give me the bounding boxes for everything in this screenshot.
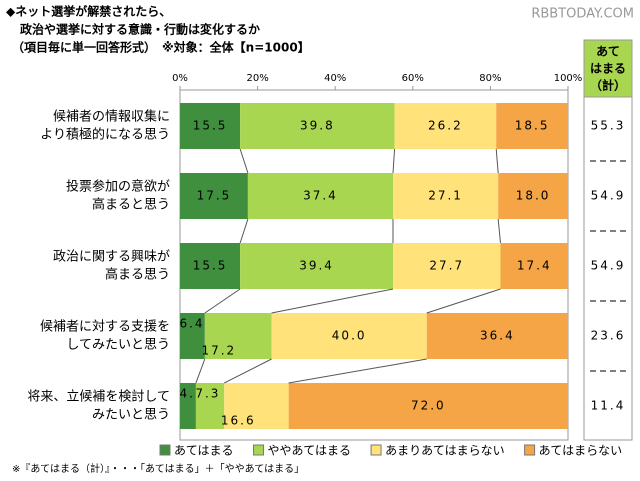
connector bbox=[497, 218, 501, 244]
data-label: 15.5 bbox=[193, 259, 228, 273]
data-label: 15.5 bbox=[193, 119, 228, 133]
data-label: 18.5 bbox=[515, 119, 550, 133]
y-tick-label: してみたいと思う bbox=[66, 338, 170, 353]
y-tick-label: 高まると思う bbox=[92, 197, 170, 213]
legend-swatch bbox=[253, 444, 265, 456]
legend-label: あてはまらない bbox=[539, 444, 623, 458]
legend-label: あてはまる bbox=[174, 444, 234, 458]
x-tick-label: 0% bbox=[172, 73, 188, 84]
bar-segment bbox=[247, 173, 394, 219]
data-label: 17.4 bbox=[517, 259, 552, 273]
connector bbox=[195, 358, 206, 384]
data-label: 72.0 bbox=[411, 399, 446, 413]
data-label: 6.4 bbox=[179, 317, 204, 331]
x-tick-label: 80% bbox=[479, 73, 501, 84]
y-tick-label: 候補者に対する支援を bbox=[40, 320, 170, 335]
bar-segment bbox=[426, 313, 568, 359]
chart-title: ◆ネット選挙が解禁されたら、 bbox=[6, 4, 171, 19]
footnote: ※『あてはまる（計）』・・・「あてはまる」＋「ややあてはまる」 bbox=[12, 462, 304, 475]
connector bbox=[224, 358, 272, 384]
data-label: 7.3 bbox=[195, 387, 220, 401]
data-label: 17.2 bbox=[201, 344, 236, 358]
y-tick-label: みたいと思う bbox=[92, 408, 170, 423]
connector bbox=[239, 218, 249, 244]
bar-segment bbox=[180, 243, 241, 289]
legend-label: あまりあてはまらない bbox=[385, 444, 505, 458]
bar-segment bbox=[394, 103, 497, 149]
data-label: 18.0 bbox=[516, 189, 551, 203]
side-header-text: はまる bbox=[590, 62, 626, 76]
bar-segment bbox=[500, 243, 568, 289]
side-value: 55.3 bbox=[591, 119, 626, 133]
bar-segment bbox=[393, 173, 499, 219]
connector bbox=[204, 288, 241, 314]
bar-segment bbox=[180, 313, 205, 359]
y-tick-label: 将来、立候補を検討して bbox=[27, 389, 170, 405]
data-label: 40.0 bbox=[332, 329, 367, 343]
data-label: 39.8 bbox=[300, 119, 335, 133]
watermark: RBBTODAY.COM bbox=[531, 7, 634, 22]
y-tick-label: 政治に関する興味が bbox=[53, 250, 170, 265]
side-column-frame bbox=[583, 39, 633, 441]
side-value: 11.4 bbox=[591, 399, 626, 413]
connector bbox=[239, 148, 249, 174]
bar-segment bbox=[204, 313, 272, 359]
bar-segment bbox=[224, 383, 289, 429]
bar-segment bbox=[393, 243, 501, 289]
bar-segment bbox=[271, 313, 427, 359]
legend-swatch bbox=[524, 444, 536, 456]
side-header bbox=[583, 39, 633, 98]
x-tick-label: 20% bbox=[246, 73, 268, 84]
data-label: 17.5 bbox=[197, 189, 232, 203]
data-label: 16.6 bbox=[221, 414, 256, 428]
side-value: 23.6 bbox=[591, 329, 626, 343]
data-label: 27.7 bbox=[429, 259, 464, 273]
legend-swatch bbox=[159, 444, 171, 456]
y-tick-label: より積極的になる思う bbox=[40, 127, 170, 143]
bar-segment bbox=[180, 383, 196, 429]
y-tick-label: 投票参加の意欲が bbox=[66, 179, 170, 195]
side-value: 54.9 bbox=[591, 259, 626, 273]
side-header-text: （計） bbox=[590, 78, 626, 93]
legend-label: ややあてはまる bbox=[268, 444, 352, 458]
data-label: 27.1 bbox=[428, 189, 463, 203]
connector bbox=[288, 358, 427, 384]
x-tick-label: 40% bbox=[324, 73, 346, 84]
y-tick-label: 高まる思う bbox=[105, 267, 170, 283]
connector bbox=[271, 288, 394, 314]
connector bbox=[392, 148, 396, 174]
y-tick-label: 候補者の情報収集に bbox=[53, 109, 170, 125]
bar-segment bbox=[288, 383, 568, 429]
connector bbox=[426, 288, 501, 314]
chart-title: 政治や選挙に対する意識・行動は変化するか bbox=[20, 22, 260, 37]
bar-segment bbox=[496, 103, 568, 149]
data-label: 26.2 bbox=[428, 119, 463, 133]
x-tick-label: 100% bbox=[554, 73, 583, 84]
side-header-text: あて bbox=[596, 45, 620, 59]
bar-segment bbox=[180, 103, 241, 149]
bar-segment bbox=[195, 383, 225, 429]
data-label: 37.4 bbox=[303, 189, 338, 203]
connector bbox=[495, 148, 499, 174]
x-tick-label: 60% bbox=[402, 73, 424, 84]
chart-title: （項目毎に単一回答形式） ※対象：全体【n=1000】 bbox=[12, 40, 310, 55]
bar-segment bbox=[240, 103, 395, 149]
data-label: 39.4 bbox=[299, 259, 334, 273]
bar-segment bbox=[180, 173, 248, 219]
bar-segment bbox=[240, 243, 394, 289]
bar-segment bbox=[498, 173, 568, 219]
side-value: 54.9 bbox=[591, 189, 626, 203]
legend-swatch bbox=[370, 444, 382, 456]
data-label: 36.4 bbox=[480, 329, 515, 343]
